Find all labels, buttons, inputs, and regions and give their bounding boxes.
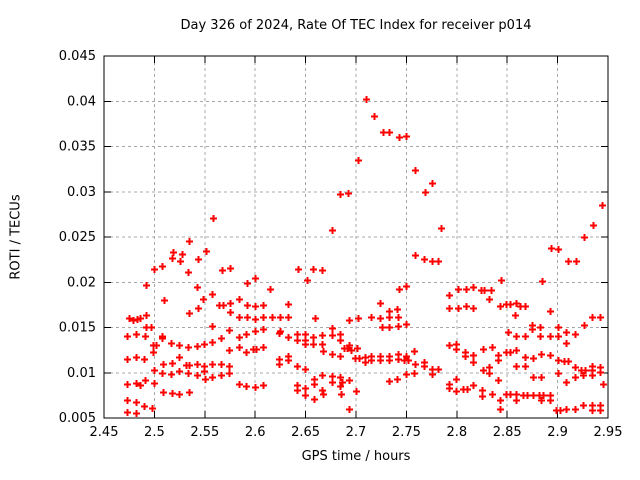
y-tick-label: 0.025 [59, 230, 96, 245]
y-tick-label: 0.04 [67, 94, 96, 109]
x-tick-label: 2.95 [594, 425, 623, 440]
x-tick-label: 2.5 [144, 425, 165, 440]
y-tick-label: 0.015 [59, 321, 96, 336]
axis-ticks [103, 55, 609, 419]
x-tick-label: 2.6 [245, 425, 266, 440]
x-tick-label: 2.45 [90, 425, 119, 440]
x-axis-title: GPS time / hours [301, 449, 411, 464]
y-tick-label: 0.035 [59, 140, 96, 155]
x-tick-label: 2.9 [547, 425, 568, 440]
y-tick-label: 0.005 [59, 411, 96, 426]
y-tick-label: 0.02 [67, 275, 96, 290]
y-tick-label: 0.01 [67, 366, 96, 381]
x-tick-label: 2.85 [493, 425, 522, 440]
chart-title: Day 326 of 2024, Rate Of TEC Index for r… [180, 18, 532, 33]
x-tick-label: 2.65 [291, 425, 320, 440]
y-tick-label: 0.045 [59, 49, 96, 64]
x-tick-label: 2.8 [446, 425, 467, 440]
x-tick-label: 2.7 [346, 425, 367, 440]
x-tick-label: 2.75 [392, 425, 421, 440]
y-tick-label: 0.03 [67, 185, 96, 200]
axis-tick-labels: 2.45 2.5 2.55 2.6 2.65 2.7 2.75 2.8 2.85 2.9 2.95 0… [59, 49, 623, 440]
plot-border [103, 55, 609, 419]
x-tick-label: 2.55 [190, 425, 219, 440]
gridlines [104, 56, 608, 418]
data-points [124, 96, 607, 417]
